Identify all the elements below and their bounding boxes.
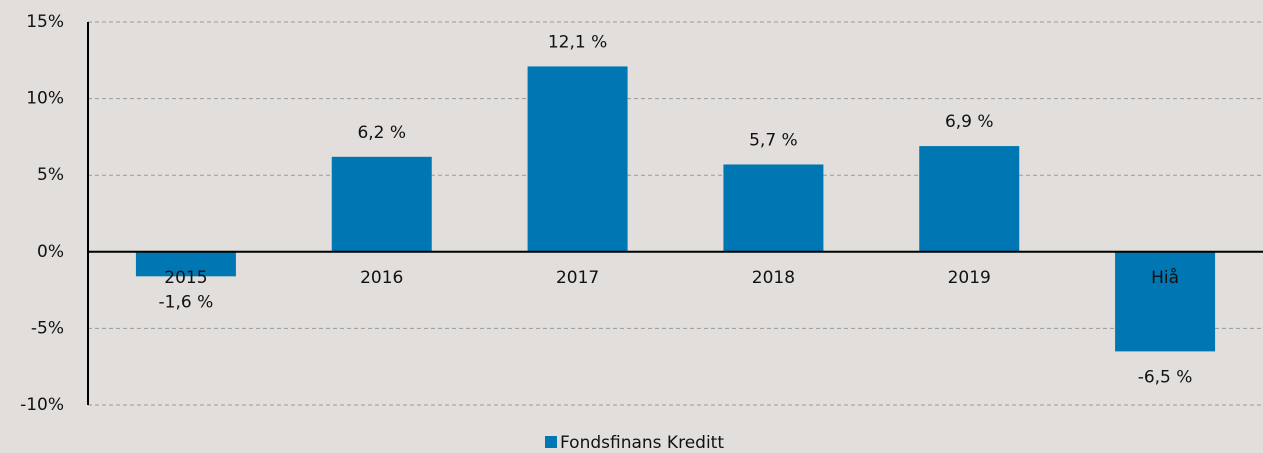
bar xyxy=(1115,251,1216,352)
bar xyxy=(527,66,628,252)
x-tick-label: Hiå xyxy=(1151,267,1179,288)
y-tick-label: -5% xyxy=(31,318,64,338)
bar xyxy=(919,146,1020,252)
bar xyxy=(135,251,236,277)
value-label: 6,2 % xyxy=(357,123,406,143)
x-tick-label: 2019 xyxy=(948,268,991,288)
bar xyxy=(331,156,432,252)
x-tick-label: 2018 xyxy=(752,268,795,288)
x-tick-label: 2017 xyxy=(556,268,599,288)
y-tick-label: 15% xyxy=(26,12,64,32)
bar xyxy=(723,164,824,252)
y-tick-label: 0% xyxy=(37,242,64,262)
value-label: -6,5 % xyxy=(1138,367,1193,387)
y-tick-label: 5% xyxy=(37,165,64,185)
legend-label: Fondsfinans Kreditt xyxy=(560,433,724,453)
value-label: -1,6 % xyxy=(159,292,214,312)
value-label: 5,7 % xyxy=(749,130,798,150)
x-tick-label: 2016 xyxy=(360,268,403,288)
y-tick-label: 10% xyxy=(26,89,64,109)
x-tick-label: 2015 xyxy=(164,268,207,288)
legend-swatch xyxy=(545,436,557,448)
value-label: 12,1 % xyxy=(548,32,607,52)
value-label: 6,9 % xyxy=(945,112,994,132)
y-tick-label: -10% xyxy=(20,395,64,415)
